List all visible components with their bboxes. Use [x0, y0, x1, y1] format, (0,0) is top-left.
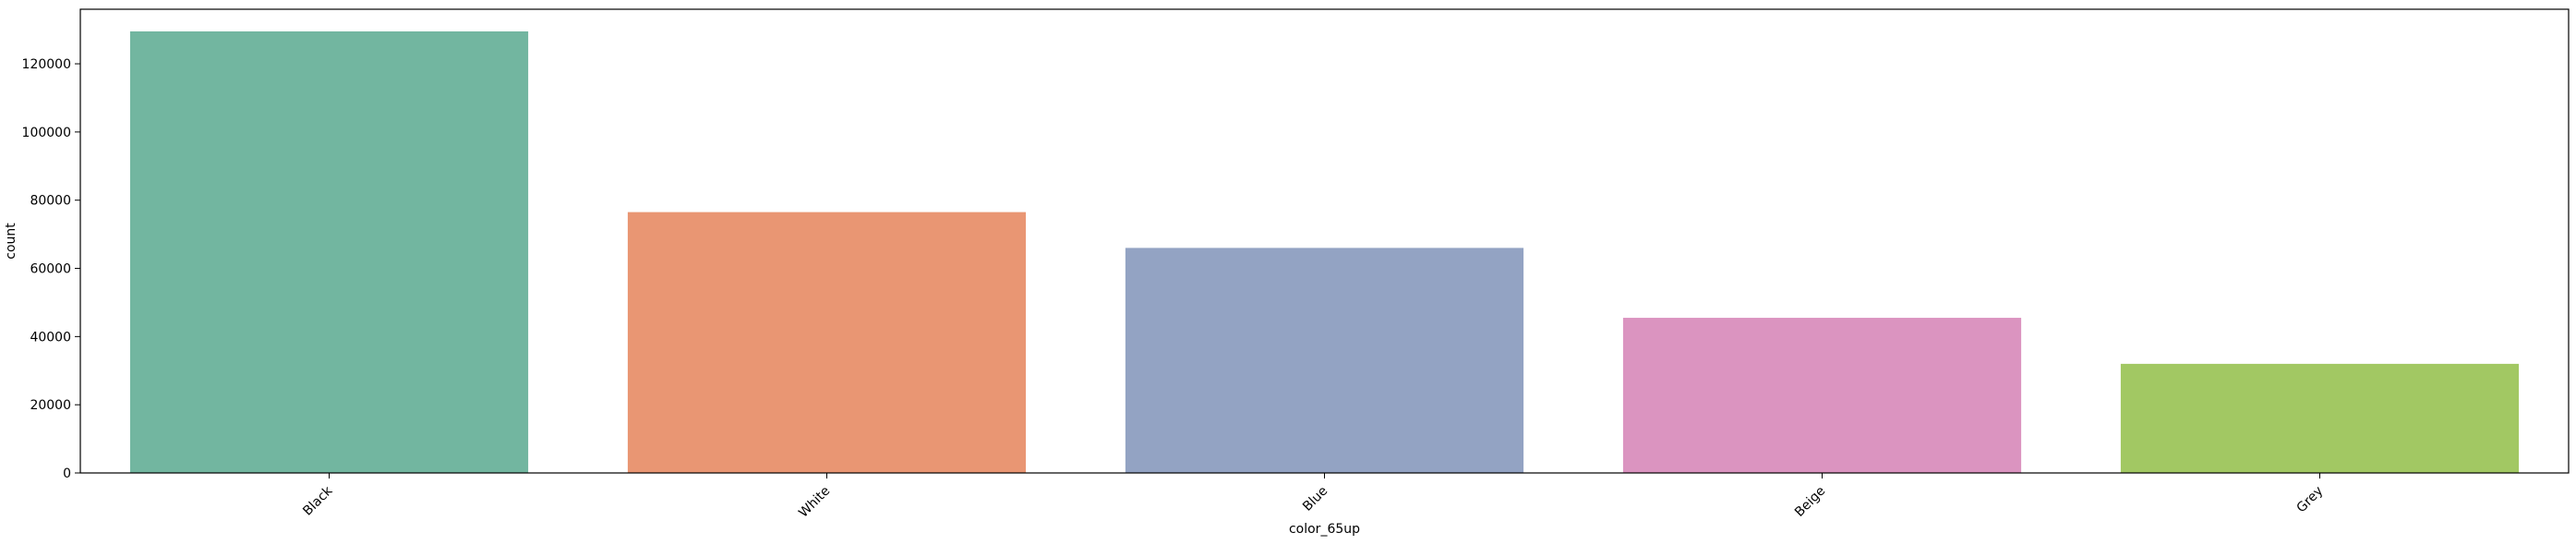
y-tick-label: 60000	[30, 262, 71, 277]
y-axis-ticks: 0 20000 40000 60000 80000 100000 120000	[22, 57, 80, 481]
y-tick-label: 80000	[30, 194, 71, 209]
x-axis-ticks: Black White Blue Beige Grey	[300, 473, 2326, 521]
bar-blue	[1125, 248, 1524, 473]
y-tick-label: 0	[63, 466, 71, 481]
bar-black	[129, 30, 529, 473]
x-tick-label: Grey	[2294, 484, 2327, 516]
y-tick-label: 40000	[30, 330, 71, 345]
x-tick-label: White	[796, 484, 833, 521]
bar-beige	[1622, 318, 2022, 473]
x-tick-label: Black	[300, 483, 336, 519]
bars-group	[129, 30, 2520, 473]
y-tick-label: 100000	[22, 126, 71, 140]
y-tick-label: 120000	[22, 57, 71, 72]
plot-frame	[79, 8, 2570, 474]
y-tick-label: 20000	[30, 398, 71, 413]
x-axis-label: color_65up	[1289, 522, 1360, 537]
bar-white	[627, 212, 1027, 473]
x-tick-label: Blue	[1300, 484, 1330, 515]
x-tick-label: Beige	[1792, 484, 1828, 520]
y-axis-label: count	[4, 223, 18, 260]
bar-grey	[2120, 363, 2520, 473]
